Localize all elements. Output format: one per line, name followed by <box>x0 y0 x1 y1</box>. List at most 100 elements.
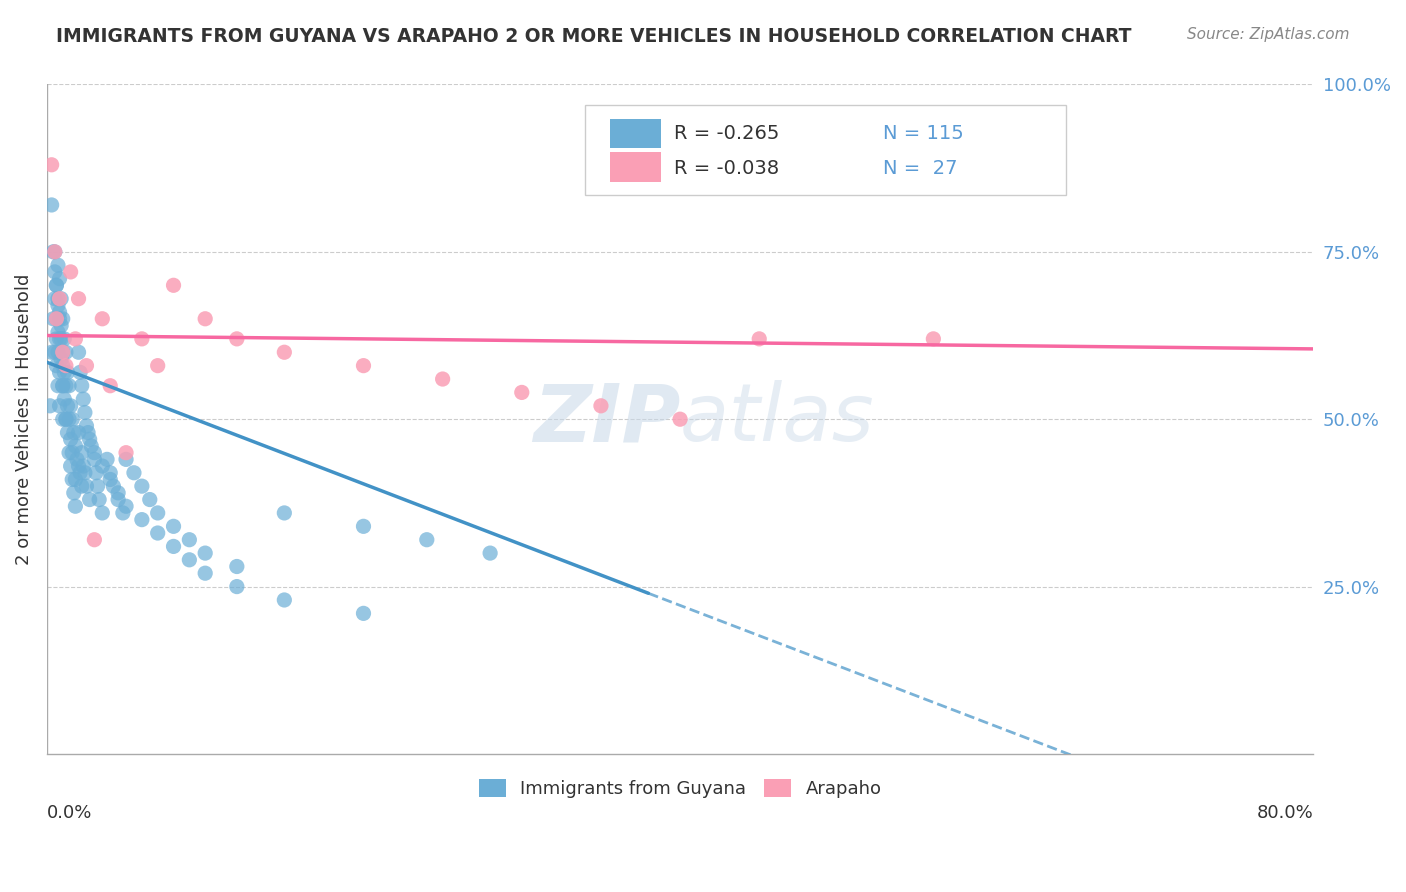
Point <box>46 378 69 392</box>
Point <box>72 459 94 474</box>
Point <box>75 418 97 433</box>
Point <box>103 479 125 493</box>
Point <box>162 519 184 533</box>
Point <box>72 392 94 406</box>
Point <box>39 399 62 413</box>
Point <box>46 292 69 306</box>
Point <box>122 466 145 480</box>
Text: IMMIGRANTS FROM GUYANA VS ARAPAHO 2 OR MORE VEHICLES IN HOUSEHOLD CORRELATION CH: IMMIGRANTS FROM GUYANA VS ARAPAHO 2 OR M… <box>56 27 1132 45</box>
Point <box>60 473 83 487</box>
Point <box>273 345 295 359</box>
Point <box>98 466 121 480</box>
Point <box>58 445 80 459</box>
Point <box>225 580 247 594</box>
Point <box>86 479 108 493</box>
Point <box>53 365 76 379</box>
Point <box>56 399 79 413</box>
Text: R = -0.265: R = -0.265 <box>673 124 779 143</box>
Point <box>42 311 65 326</box>
Point <box>115 452 138 467</box>
Text: R = -0.038: R = -0.038 <box>673 159 779 178</box>
Point <box>55 359 77 373</box>
Point <box>353 359 375 373</box>
Point <box>273 593 295 607</box>
Point <box>46 345 69 359</box>
Point <box>922 332 945 346</box>
Point <box>48 311 70 326</box>
Point <box>131 513 153 527</box>
Point <box>70 479 93 493</box>
Point <box>49 318 72 333</box>
Point <box>52 412 75 426</box>
Point <box>46 298 69 312</box>
Point <box>510 385 533 400</box>
Point <box>83 452 105 467</box>
Point <box>65 439 87 453</box>
Point <box>44 292 66 306</box>
Point <box>69 466 91 480</box>
Point <box>41 198 63 212</box>
Point <box>56 365 79 379</box>
Point <box>91 506 114 520</box>
Point <box>79 492 101 507</box>
Point <box>131 332 153 346</box>
Point <box>44 244 66 259</box>
Point <box>225 559 247 574</box>
Point <box>48 305 70 319</box>
Point <box>59 459 82 474</box>
Point <box>131 479 153 493</box>
Point <box>70 378 93 392</box>
FancyBboxPatch shape <box>610 152 661 181</box>
Point <box>48 271 70 285</box>
Point <box>52 378 75 392</box>
Point <box>353 607 375 621</box>
Point <box>60 445 83 459</box>
Point <box>111 506 134 520</box>
Point <box>52 359 75 373</box>
Point <box>46 258 69 272</box>
Point <box>146 506 169 520</box>
Point <box>49 292 72 306</box>
Point <box>45 278 67 293</box>
Point <box>83 533 105 547</box>
Y-axis label: 2 or more Vehicles in Household: 2 or more Vehicles in Household <box>15 274 32 565</box>
Point <box>55 378 77 392</box>
Point <box>98 473 121 487</box>
Point <box>49 351 72 366</box>
Text: N = 115: N = 115 <box>883 124 963 143</box>
Point <box>162 278 184 293</box>
Point <box>273 506 295 520</box>
Point <box>107 486 129 500</box>
Point <box>432 372 454 386</box>
Point <box>83 445 105 459</box>
Point <box>45 311 67 326</box>
Point <box>589 399 612 413</box>
Point <box>91 311 114 326</box>
Point <box>52 345 75 359</box>
Point <box>75 479 97 493</box>
Point <box>53 392 76 406</box>
Point <box>748 332 770 346</box>
Point <box>41 158 63 172</box>
Point <box>66 452 89 467</box>
Point <box>65 473 87 487</box>
Point <box>45 278 67 293</box>
Point <box>55 345 77 359</box>
Point <box>225 332 247 346</box>
Point <box>669 412 692 426</box>
FancyBboxPatch shape <box>585 104 1066 195</box>
Point <box>67 345 90 359</box>
Point <box>56 425 79 440</box>
Point <box>55 412 77 426</box>
Point <box>62 425 84 440</box>
FancyBboxPatch shape <box>610 119 661 148</box>
Point <box>84 466 107 480</box>
Point <box>194 311 217 326</box>
Point <box>45 311 67 326</box>
Point <box>416 533 439 547</box>
Point <box>73 405 96 419</box>
Point <box>162 540 184 554</box>
Point <box>91 459 114 474</box>
Text: atlas: atlas <box>681 380 875 458</box>
Point <box>45 359 67 373</box>
